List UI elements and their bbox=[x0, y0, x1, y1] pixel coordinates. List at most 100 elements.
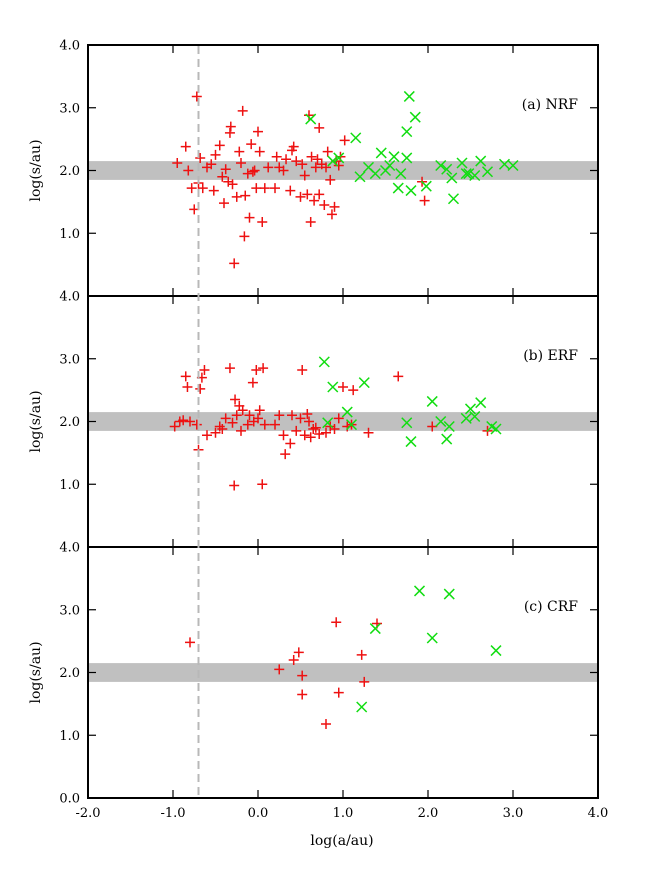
plus-point bbox=[302, 189, 313, 200]
plus-point bbox=[309, 195, 320, 206]
plus-point bbox=[288, 654, 299, 665]
plus-point bbox=[244, 410, 255, 421]
plus-point bbox=[338, 381, 348, 392]
plus-point bbox=[242, 419, 253, 430]
cross-point bbox=[401, 126, 413, 138]
plus-point bbox=[281, 154, 292, 165]
y-tick-label: 1.0 bbox=[59, 227, 80, 242]
cross-point bbox=[318, 356, 330, 368]
plus-point bbox=[247, 166, 258, 177]
plus-point bbox=[288, 141, 299, 152]
cross-point bbox=[350, 132, 362, 144]
cross-point bbox=[460, 412, 472, 424]
cross-point bbox=[507, 159, 519, 172]
plus-point bbox=[333, 160, 344, 171]
cross-point bbox=[345, 419, 358, 431]
x-tick-label: 0.0 bbox=[248, 806, 269, 821]
y-axis-title: log(s/au) bbox=[28, 139, 44, 201]
cross-point bbox=[354, 171, 366, 183]
plus-point bbox=[270, 183, 280, 194]
panel-crf: 0.0 1.0 2.0 3.0 4.0 log(s/au) (c) CRF bbox=[28, 541, 599, 807]
cross-point bbox=[443, 588, 455, 600]
plus-point bbox=[229, 480, 240, 491]
plus-point bbox=[217, 171, 228, 182]
cross-point bbox=[481, 166, 494, 178]
plus-point bbox=[293, 647, 304, 658]
y-tick-label: 1.0 bbox=[59, 478, 80, 493]
plus-point bbox=[285, 185, 296, 196]
plus-point bbox=[210, 149, 221, 160]
plus-point bbox=[291, 156, 302, 167]
plus-point bbox=[312, 154, 323, 165]
y-tick-label: 0.0 bbox=[59, 792, 80, 807]
plus-point bbox=[242, 168, 253, 179]
x-tick-label: -2.0 bbox=[75, 806, 100, 821]
plus-point bbox=[197, 183, 208, 194]
reference-band bbox=[88, 663, 598, 682]
cross-point bbox=[475, 397, 487, 409]
plus-point bbox=[314, 429, 325, 440]
plus-point bbox=[302, 408, 313, 419]
cross-point bbox=[475, 155, 487, 167]
x-tick-label: 4.0 bbox=[588, 806, 609, 821]
plus-point bbox=[240, 190, 251, 201]
plus-point bbox=[220, 164, 231, 175]
plus-point bbox=[191, 419, 202, 430]
cross-point bbox=[392, 182, 404, 194]
plus-point bbox=[280, 449, 291, 460]
cross-point bbox=[490, 423, 502, 435]
cross-point bbox=[420, 180, 432, 192]
plus-point bbox=[321, 427, 331, 438]
plus-point bbox=[274, 410, 285, 421]
panel-label: (b) ERF bbox=[523, 348, 578, 364]
panel-label: (a) NRF bbox=[522, 97, 579, 113]
cross-point bbox=[435, 415, 447, 428]
x-axis: -2.0 -1.0 0.0 1.0 2.0 3.0 4.0 bbox=[75, 806, 608, 821]
plus-point bbox=[251, 365, 262, 376]
cross-point bbox=[426, 632, 438, 644]
plus-point bbox=[263, 162, 274, 173]
plus-point bbox=[223, 176, 234, 187]
plus-point bbox=[305, 432, 316, 443]
plus-point bbox=[206, 159, 217, 170]
plus-point bbox=[178, 415, 189, 426]
plus-point bbox=[257, 216, 268, 227]
plus-point bbox=[306, 151, 317, 162]
plus-point bbox=[202, 430, 212, 441]
x-tick-label: 2.0 bbox=[418, 806, 439, 821]
plus-point bbox=[363, 427, 374, 438]
cross-point bbox=[401, 417, 413, 429]
reference-band bbox=[88, 161, 598, 180]
plus-point bbox=[285, 438, 296, 449]
plus-point bbox=[225, 121, 236, 132]
plus-point bbox=[219, 198, 229, 209]
cross-point bbox=[305, 113, 317, 125]
plus-point bbox=[169, 421, 180, 432]
cross-point bbox=[441, 163, 453, 175]
plus-point bbox=[236, 425, 246, 436]
plus-point bbox=[297, 159, 308, 170]
plus-point bbox=[333, 413, 344, 424]
cross-point bbox=[446, 172, 458, 184]
plus-point bbox=[393, 371, 404, 382]
plus-point bbox=[180, 371, 191, 382]
plus-point bbox=[224, 127, 235, 138]
plus-point bbox=[322, 146, 333, 157]
y-tick-label: 2.0 bbox=[59, 164, 80, 179]
plus-point bbox=[214, 421, 225, 432]
plus-point bbox=[427, 421, 438, 432]
plus-point bbox=[251, 183, 262, 194]
plus-point bbox=[356, 649, 367, 660]
plus-point bbox=[210, 427, 221, 438]
cross-point bbox=[413, 585, 426, 597]
plus-point bbox=[297, 365, 308, 376]
cross-point bbox=[460, 168, 472, 180]
plus-point bbox=[419, 195, 430, 206]
plus-point bbox=[297, 689, 308, 700]
plus-point bbox=[220, 413, 231, 424]
plus-point bbox=[247, 377, 258, 388]
plus-point bbox=[185, 416, 195, 427]
plus-point bbox=[253, 413, 263, 424]
plus-point bbox=[199, 365, 210, 376]
